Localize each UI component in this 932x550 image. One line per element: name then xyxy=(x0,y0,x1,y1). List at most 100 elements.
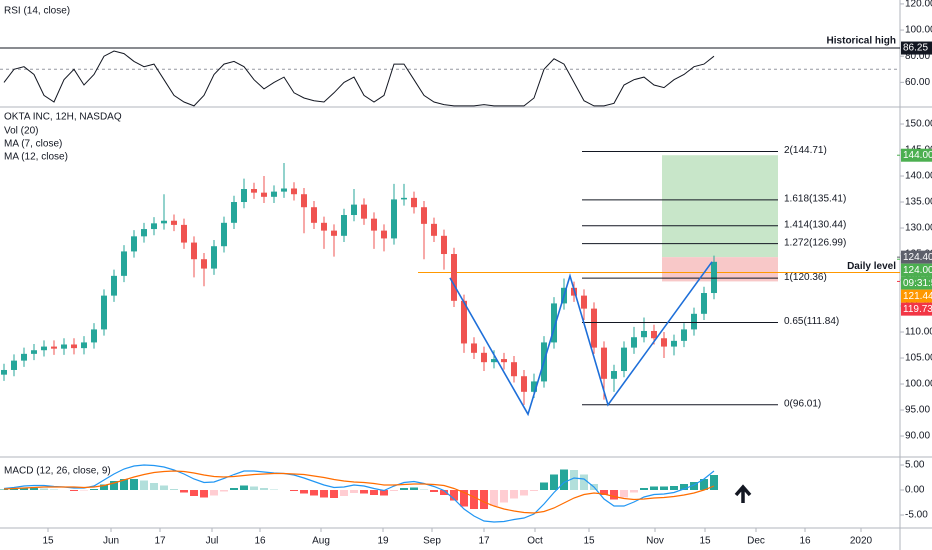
y-tick-label: 0.00 xyxy=(905,485,925,496)
candle-body xyxy=(101,295,107,330)
candle-body xyxy=(401,197,407,200)
candle-body xyxy=(441,235,447,255)
candle-body xyxy=(221,222,227,247)
histogram-bar xyxy=(560,469,568,490)
candle-body xyxy=(451,254,457,301)
candle-body xyxy=(111,275,117,296)
price-tag-text: 124.00 xyxy=(903,265,932,276)
histogram-bar xyxy=(330,490,338,498)
candle-body xyxy=(1,369,7,375)
candle-body xyxy=(381,230,387,239)
histogram-bar xyxy=(270,489,278,490)
histogram-bar xyxy=(80,490,88,491)
fib-label: 0.65(111.84) xyxy=(784,316,839,327)
x-tick-label: 15 xyxy=(42,536,54,547)
arrow-icon xyxy=(734,484,752,503)
candle-body xyxy=(41,346,47,351)
candle-body xyxy=(331,230,337,236)
histogram-bar xyxy=(320,490,328,498)
histogram-bar xyxy=(370,490,378,495)
histogram-bar xyxy=(110,481,118,490)
fib-label: 2(144.71) xyxy=(784,145,827,156)
candle-body xyxy=(51,346,57,349)
histogram-bar xyxy=(160,485,168,490)
candle-body xyxy=(701,293,707,314)
x-tick-label: Sep xyxy=(423,536,441,547)
candle-body xyxy=(691,313,697,330)
candle-body xyxy=(481,352,487,363)
histogram-bar xyxy=(420,489,428,490)
y-tick-label: 95.00 xyxy=(905,405,930,416)
price-tag-text: 119.73 xyxy=(903,304,932,315)
candle-body xyxy=(71,344,77,349)
x-tick-label: Jun xyxy=(103,536,119,547)
histogram-bar xyxy=(70,490,78,491)
candle-body xyxy=(511,362,517,377)
histogram-bar xyxy=(190,490,198,496)
histogram-bar xyxy=(230,488,238,490)
x-tick-label: 17 xyxy=(154,536,166,547)
rsi-legend: RSI (14, close) xyxy=(4,6,70,17)
candle-body xyxy=(351,204,357,216)
histogram-bar xyxy=(670,486,678,490)
x-tick-label: 17 xyxy=(478,536,490,547)
histogram-bar xyxy=(10,489,18,490)
histogram-bar xyxy=(360,490,368,494)
price-tag xyxy=(901,250,932,264)
candle-body xyxy=(631,337,637,348)
y-tick-label: 80.00 xyxy=(905,51,930,62)
candle-body xyxy=(201,259,207,269)
candle-body xyxy=(31,350,37,354)
candle-body xyxy=(281,188,287,192)
candle-body xyxy=(591,308,597,348)
candle-body xyxy=(161,220,167,224)
candle-body xyxy=(681,329,687,341)
candle-body xyxy=(431,223,437,236)
candle-body xyxy=(61,344,67,349)
price-tag xyxy=(901,148,932,162)
price-tag-text: 121.44 xyxy=(903,291,932,302)
histogram-bar xyxy=(410,487,418,490)
candle-body xyxy=(461,300,467,344)
y-tick-label: 100.00 xyxy=(905,25,932,36)
histogram-bar xyxy=(400,488,408,490)
histogram-bar xyxy=(300,490,308,494)
histogram-bar xyxy=(480,490,488,509)
histogram-bar xyxy=(580,474,588,490)
x-tick-label: 16 xyxy=(799,536,811,547)
histogram-bar xyxy=(700,479,708,490)
candle-body xyxy=(491,359,497,363)
pattern-line xyxy=(449,261,713,417)
indicator-legend: Vol (20) xyxy=(4,126,38,137)
x-tick-label: 2020 xyxy=(850,536,873,547)
candle-body xyxy=(661,338,667,347)
histogram-bar xyxy=(620,490,628,498)
histogram-bar xyxy=(490,490,498,506)
candle-body xyxy=(241,189,247,203)
candle-body xyxy=(341,215,347,236)
candle-body xyxy=(411,197,417,208)
histogram-bar xyxy=(660,486,668,490)
candle-body xyxy=(141,229,147,237)
histogram-bar xyxy=(340,490,348,496)
histogram-bar xyxy=(310,490,318,496)
price-tag xyxy=(901,263,932,277)
histogram-bar xyxy=(290,490,298,491)
histogram-bar xyxy=(440,490,448,495)
histogram-bar xyxy=(500,490,508,503)
candle-body xyxy=(191,242,197,260)
histogram-bar xyxy=(120,479,128,490)
stop-zone xyxy=(662,257,778,282)
histogram-bar xyxy=(710,475,718,490)
y-tick-label: 120.00 xyxy=(905,0,932,10)
candle-body xyxy=(311,207,317,223)
histogram-bar xyxy=(0,489,8,490)
histogram-bar xyxy=(100,484,108,490)
target-zone xyxy=(662,155,778,258)
x-tick-label: 15 xyxy=(699,536,711,547)
histogram-bar xyxy=(450,490,458,501)
candle-body xyxy=(501,359,507,363)
y-tick-label: 5.00 xyxy=(905,460,925,471)
indicator-legend: MA (12, close) xyxy=(4,152,68,163)
